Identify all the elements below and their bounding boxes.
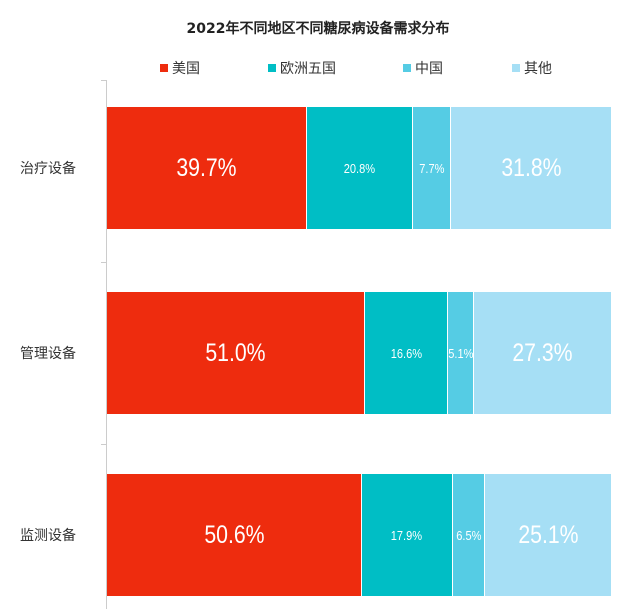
bar-segment: 7.7% (412, 107, 452, 229)
legend-item: 中国 (403, 58, 443, 78)
axis-tick (101, 80, 106, 81)
category-label: 治疗设备 (20, 161, 76, 177)
bar-segment: 27.3% (474, 292, 612, 414)
data-label: 6.5% (455, 527, 482, 543)
legend-swatch (160, 64, 168, 72)
legend-label: 欧洲五国 (280, 61, 336, 77)
legend-label: 美国 (172, 61, 200, 77)
data-label: 51.0% (205, 338, 266, 367)
bar-segment: 51.0% (107, 292, 365, 414)
chart-title: 2022年不同地区不同糖尿病设备需求分布 (186, 21, 450, 37)
bar-segment: 50.6% (107, 474, 363, 596)
bar-segment: 5.1% (448, 292, 475, 414)
axis-tick (101, 444, 106, 445)
data-label: 20.8% (343, 160, 376, 176)
data-label: 39.7% (176, 153, 237, 182)
bar-segment: 6.5% (452, 474, 486, 596)
data-label: 50.6% (204, 520, 265, 549)
legend: 美国 欧洲五国 中国 其他 (0, 58, 636, 78)
legend-item: 欧洲五国 (268, 58, 336, 78)
bar-segment: 17.9% (362, 474, 453, 596)
bar-segment: 16.6% (364, 292, 449, 414)
data-label: 5.1% (448, 345, 474, 361)
bar-segment: 39.7% (107, 107, 308, 229)
category-label: 监测设备 (20, 528, 76, 544)
data-label: 31.8% (501, 153, 562, 182)
data-label: 17.9% (391, 527, 423, 543)
bar-segment: 20.8% (307, 107, 413, 229)
legend-label: 其他 (524, 61, 552, 77)
legend-swatch (512, 64, 520, 72)
legend-item: 其他 (512, 58, 552, 78)
data-label: 7.7% (418, 160, 445, 176)
data-label: 16.6% (390, 345, 422, 361)
data-label: 25.1% (518, 520, 579, 549)
legend-swatch (268, 64, 276, 72)
legend-label: 中国 (415, 61, 443, 77)
y-axis (106, 80, 107, 609)
legend-item: 美国 (160, 58, 200, 78)
bar-segment: 25.1% (485, 474, 612, 596)
axis-tick (101, 262, 106, 263)
bar-segment: 31.8% (451, 107, 612, 229)
legend-swatch (403, 64, 411, 72)
category-label: 管理设备 (20, 346, 76, 362)
data-label: 27.3% (512, 338, 573, 367)
